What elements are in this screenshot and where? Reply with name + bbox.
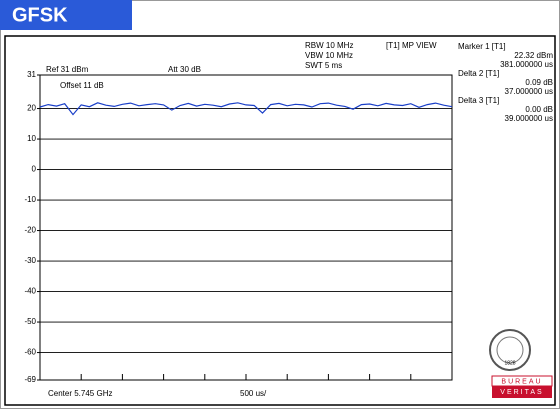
rbw: RBW 10 MHz <box>305 41 353 50</box>
logo-text: BUREAU <box>501 378 542 385</box>
center: Center 5.745 GHz <box>48 389 112 398</box>
swt: SWT 5 ms <box>305 61 342 70</box>
marker-readout: 37.000000 us <box>505 87 554 96</box>
span: 500 us/ <box>240 389 267 398</box>
logo-text: VERITAS <box>500 389 543 396</box>
y-tick-label: -20 <box>24 226 36 235</box>
offset: Offset 11 dB <box>60 81 104 90</box>
frame <box>4 35 556 406</box>
logo-top <box>491 375 553 387</box>
logo-year: 1828 <box>504 360 515 366</box>
marker-readout: 22.32 dBm <box>514 51 553 60</box>
marker-readout: 39.000000 us <box>505 114 554 123</box>
marker-readout: 0.00 dB <box>525 105 553 114</box>
y-tick-label: 0 <box>32 165 37 174</box>
chart-title: GFSK <box>12 4 68 26</box>
view: [T1] MP VIEW <box>386 41 437 50</box>
y-tick-label: 10 <box>27 134 36 143</box>
att: Att 30 dB <box>168 65 201 74</box>
plot-border <box>39 74 453 381</box>
marker-readout: Delta 2 [T1] <box>458 69 499 78</box>
marker-readout: Delta 3 [T1] <box>458 96 499 105</box>
y-tick-label: -69 <box>24 375 36 384</box>
marker-readout: 381.000000 us <box>500 60 553 69</box>
y-tick-label: 31 <box>27 70 36 79</box>
logo-seal <box>489 329 531 371</box>
marker-readout: 0.09 dB <box>525 78 553 87</box>
title-bar <box>0 0 132 30</box>
logo-ring <box>496 336 524 364</box>
y-tick-label: -10 <box>24 195 36 204</box>
y-tick-label: -50 <box>24 317 36 326</box>
ref: Ref 31 dBm <box>46 65 89 74</box>
y-tick-label: -30 <box>24 256 36 265</box>
trace <box>39 102 453 116</box>
marker-readout: Marker 1 [T1] <box>458 42 506 51</box>
y-tick-label: -40 <box>24 287 36 296</box>
logo: 1828 BUREAU VERITAS <box>489 329 553 398</box>
vbw: VBW 10 MHz <box>305 51 353 60</box>
y-tick-label: -60 <box>24 348 36 357</box>
y-tick-label: 20 <box>27 104 36 113</box>
